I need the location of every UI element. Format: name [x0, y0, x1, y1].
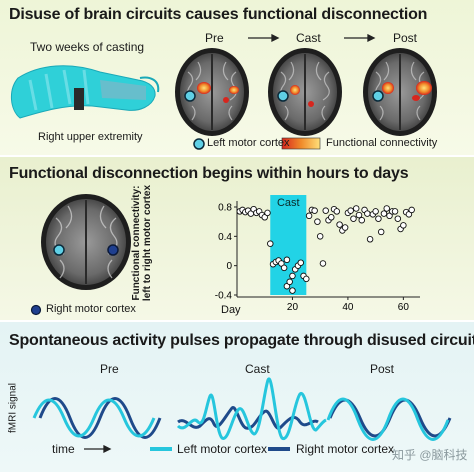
brain-cast: [268, 48, 342, 136]
pulse-traces: [32, 377, 452, 454]
data-point: [297, 259, 305, 266]
time-arrow-icon: [84, 444, 112, 454]
data-point: [286, 278, 293, 286]
legend-left-motor: Left motor cortex: [207, 137, 290, 149]
data-point: [316, 233, 324, 240]
x-tick-label: 40: [342, 302, 354, 313]
stage-post: Post: [393, 31, 418, 45]
p3-stage-pre: Pre: [100, 362, 119, 376]
y-tick-label: 0: [226, 261, 232, 272]
y-tick-label: -0.4: [215, 291, 233, 302]
right-motor-legend-marker: [30, 304, 42, 316]
panel-pulses: Spontaneous activity pulses propagate th…: [0, 322, 474, 472]
cast-left-trace: [176, 377, 327, 440]
panel-timecourse: Functional disconnection begins within h…: [0, 157, 474, 320]
brain-axial: [30, 194, 131, 316]
data-point: [377, 228, 385, 236]
data-point: [305, 212, 313, 220]
watermark: 知乎 @脑科技: [392, 448, 468, 462]
brain-pre: [175, 48, 249, 136]
panel2-title: Functional disconnection begins within h…: [9, 165, 409, 182]
legend-right-motor: Right motor cortex: [46, 303, 136, 315]
data-point: [289, 287, 296, 294]
left-motor-marker: [193, 138, 205, 150]
brain-slices: [175, 48, 437, 136]
data-point: [375, 215, 382, 222]
data-point: [352, 205, 360, 212]
x-tick-label: 60: [398, 302, 410, 313]
left-motor-marker: [53, 244, 65, 256]
x-axis-label: Day: [221, 304, 241, 316]
data-point: [400, 222, 407, 229]
data-point: [319, 260, 327, 267]
p3-stage-cast: Cast: [245, 362, 270, 376]
data-point: [380, 210, 388, 217]
cast-band-label: Cast: [277, 197, 300, 209]
pre-right-trace: [38, 397, 162, 439]
p3-stage-post: Post: [370, 362, 395, 376]
legend-fc: Functional connectivity: [326, 137, 438, 149]
stage-arrows: [248, 33, 376, 43]
data-point: [336, 221, 343, 228]
right-motor-marker: [107, 244, 119, 256]
pre-left-trace: [32, 398, 156, 438]
x-ticks: 20 40 60: [287, 297, 409, 313]
data-point: [333, 208, 341, 215]
cast-band: [270, 195, 307, 295]
data-point: [383, 205, 390, 212]
data-point: [283, 256, 291, 264]
data-point: [364, 210, 371, 217]
cast-right-trace: [177, 406, 319, 430]
brain-post: [363, 48, 437, 136]
post-left-trace: [326, 397, 450, 441]
data-point: [394, 215, 402, 222]
y-tick-label: 0.4: [218, 232, 232, 243]
x-tick-label: 20: [287, 302, 299, 313]
stage-cast: Cast: [296, 31, 321, 45]
data-point: [322, 207, 329, 214]
stage-pre: Pre: [205, 31, 224, 45]
y-ticks: -0.4 0 0.4 0.8: [215, 203, 237, 302]
data-point: [341, 224, 349, 231]
data-point: [264, 209, 271, 217]
data-point: [280, 264, 288, 272]
data-point: [311, 207, 318, 214]
fc-colorbar: [281, 137, 321, 150]
data-points: [236, 205, 415, 294]
data-point: [328, 214, 335, 221]
panel1-legend: [193, 137, 321, 150]
fc-scatter-chart: Cast -0.4 0 0.4 0.8 20 40 60 Day: [215, 195, 420, 316]
data-point: [366, 236, 374, 243]
arrow-icon: [248, 33, 376, 43]
data-point: [355, 211, 363, 219]
panel1-title: Disuse of brain circuits causes function…: [9, 6, 428, 23]
data-point: [408, 206, 415, 214]
casting-label: Two weeks of casting: [30, 40, 145, 54]
data-point: [372, 208, 379, 215]
data-point: [267, 240, 274, 247]
cast-arm-illustration: [11, 65, 160, 119]
panel-disuse: Disuse of brain circuits causes function…: [0, 0, 474, 155]
legend-left-cortex: Left motor cortex: [177, 442, 268, 456]
extremity-label: Right upper extremity: [38, 131, 143, 143]
panel3-title: Spontaneous activity pulses propagate th…: [9, 332, 474, 349]
data-point: [391, 208, 399, 215]
legend-right-cortex: Right motor cortex: [296, 442, 395, 456]
y-tick-label: 0.8: [218, 203, 232, 214]
y-axis-label: Functional connectivity: left to right m…: [131, 184, 153, 302]
data-point: [350, 215, 357, 222]
time-label: time: [52, 442, 75, 456]
data-point: [358, 216, 366, 224]
data-point: [289, 272, 296, 280]
data-point: [314, 218, 321, 225]
data-point: [347, 207, 354, 214]
data-point: [303, 275, 310, 283]
